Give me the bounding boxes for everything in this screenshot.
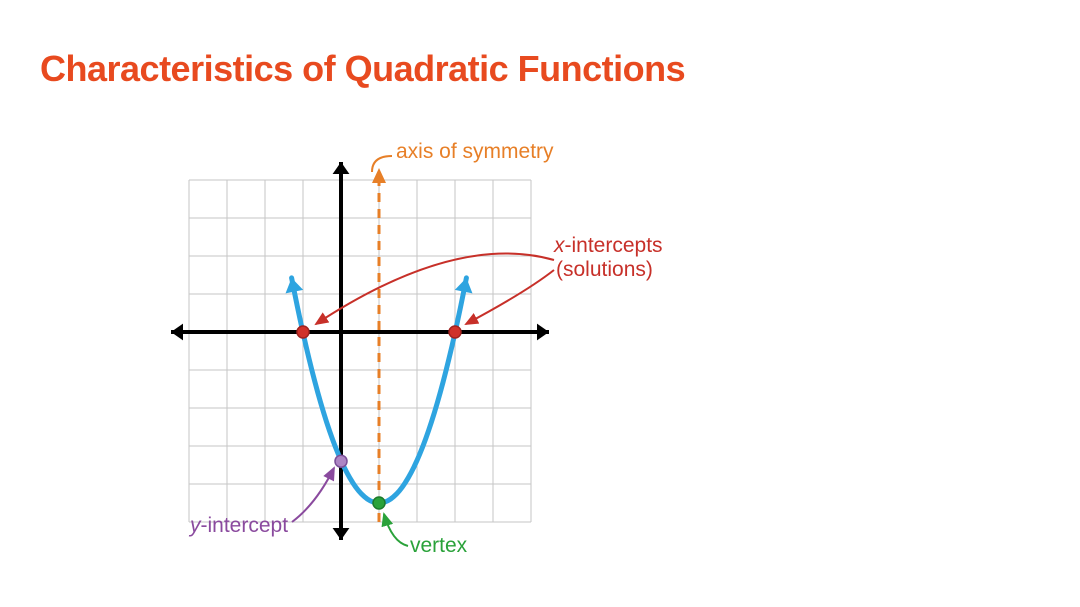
label-y-intercept: y-intercept [188, 514, 288, 537]
page-title: Characteristics of Quadratic Functions [40, 48, 685, 90]
label-x-intercepts-sub: (solutions) [556, 258, 653, 281]
quadratic-characteristics-diagram: axis of symmetry x-intercepts(solutions) y… [156, 132, 716, 592]
label-vertex: vertex [410, 534, 468, 557]
label-x-intercepts: x-intercepts [553, 234, 663, 257]
label-axis-of-symmetry: axis of symmetry [396, 140, 554, 163]
